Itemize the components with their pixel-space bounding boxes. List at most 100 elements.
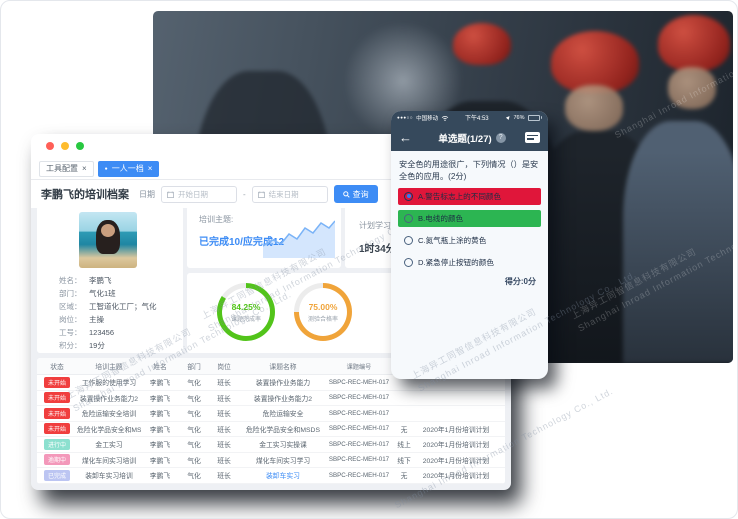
radio-icon[interactable]	[404, 213, 413, 223]
cell-name: 李鹏飞	[149, 395, 171, 403]
donut-value: 75.00%	[308, 301, 338, 312]
close-window-button[interactable]	[46, 142, 54, 150]
option-a[interactable]: A.警告标志上的不同颜色	[398, 187, 541, 205]
cell-post: 班长	[217, 457, 231, 465]
desktop-app-window: 工具配置 × ● 一人一档 × 李鹏飞的培训档案 日期 开始日期 -	[31, 134, 511, 490]
end-date-input[interactable]: 结束日期	[251, 185, 328, 203]
field-label: 岗位：	[59, 315, 82, 324]
cell-topic: 装置操作业务能力2	[79, 395, 139, 403]
table-header-row: 状态 培训主题 姓名 部门 岗位 课题名称 课题编号	[37, 358, 505, 375]
cell-course: 煤化车间实习学习	[255, 457, 311, 465]
cell-post: 班长	[217, 473, 231, 481]
field-label: 姓名：	[59, 276, 82, 285]
option-d[interactable]: D.紧急停止按钮的颜色	[398, 254, 541, 271]
donut-label: 测验合格率	[307, 316, 338, 323]
cell-plan: 2020年1月份培训计划	[422, 442, 490, 450]
help-icon[interactable]: ?	[495, 132, 506, 143]
cell-code: SBPC-REC-MEH-017	[328, 425, 390, 433]
start-date-input[interactable]: 开始日期	[161, 185, 237, 203]
cell-dept: 气化	[187, 426, 201, 434]
signal-strength-icon: ●●●○○	[397, 115, 414, 120]
radio-icon[interactable]	[404, 235, 413, 245]
tab-label: 一人一档	[111, 164, 144, 173]
cell-post: 班长	[217, 426, 231, 434]
close-tab-icon[interactable]: ×	[82, 164, 87, 173]
table-row[interactable]: 已完成 装卸车实习培训 李鹏飞 气化 班长 装卸车实习 SBPC-REC-MEH…	[37, 468, 505, 484]
table-row[interactable]: 未开始 装置操作业务能力2 李鹏飞 气化 班长 装置操作业务能力2 SBPC-R…	[37, 391, 505, 406]
cell-post: 班长	[217, 411, 231, 419]
option-b[interactable]: B.电线的颜色	[398, 209, 541, 227]
table-row[interactable]: 未开始 工作服的使用学习 李鹏飞 气化 班长 装置操作业务能力 SBPC-REC…	[37, 375, 505, 391]
cell-dept: 气化	[187, 442, 201, 450]
cell-topic: 装卸车实习培训	[85, 473, 133, 481]
cell-name: 李鹏飞	[149, 442, 171, 450]
score-text: 得分:0分	[504, 276, 536, 286]
table-row[interactable]: 未开始 危险化学品安全和MSDS 李鹏飞 气化 班长 危险化学品安全和MSDS …	[37, 422, 505, 437]
option-label: C.氮气瓶上涂的黄色	[418, 235, 487, 245]
answer-sheet-icon[interactable]	[525, 132, 540, 143]
tab-tool-config[interactable]: 工具配置 ×	[39, 160, 94, 177]
cell-action-link[interactable]: 查看	[495, 424, 505, 434]
cell-mode: 无	[400, 426, 408, 434]
field-label: 工号：	[59, 328, 82, 337]
field-label: 部门：	[59, 289, 82, 298]
page-title: 李鹏飞的培训档案	[41, 189, 129, 201]
donut-label: 课题完成率	[230, 316, 261, 323]
cell-dept: 气化	[187, 380, 201, 388]
table-row[interactable]: 未开始 危险运输安全培训 李鹏飞 气化 班长 危险运输安全 SBPC-REC-M…	[37, 406, 505, 422]
field-label: 积分：	[59, 341, 82, 350]
cell-action-link[interactable]: 取消	[495, 455, 505, 465]
cell-action-link[interactable]: 取消	[495, 439, 505, 449]
field-value: 123456	[89, 328, 115, 337]
profile-field: 工号： 123456	[37, 326, 183, 339]
location-arrow-icon: ▲	[503, 113, 512, 122]
radio-selected-icon[interactable]	[404, 191, 413, 201]
field-value: 李鹏飞	[89, 276, 112, 285]
search-icon	[342, 190, 350, 198]
search-button[interactable]: 查询	[333, 185, 378, 203]
cell-code: SBPC-REC-MEH-017	[328, 440, 390, 448]
question-progress-title: 单选题(1/27)	[438, 133, 492, 145]
close-tab-icon[interactable]: ×	[147, 164, 153, 173]
field-value: 主操	[89, 315, 104, 324]
course-completion-donut: 84.25% 课题完成率	[217, 283, 275, 341]
maximize-window-button[interactable]	[76, 142, 84, 150]
cell-code: SBPC-REC-MEH-017	[328, 409, 390, 417]
cell-course: 装置操作业务能力	[255, 380, 311, 388]
donut-value: 84.25%	[231, 301, 261, 312]
status-badge: 未开始	[44, 376, 70, 388]
cell-topic: 煤化车间实习培训	[81, 457, 137, 465]
cell-topic: 危险运输安全培训	[81, 411, 137, 419]
tab-label: 工具配置	[46, 164, 78, 173]
phone-mockup: ●●●○○ 中国移动 下午4:53 ▲ 76% ← 单选题(1/27) ? 安全…	[391, 111, 548, 379]
radio-icon[interactable]	[404, 257, 413, 267]
col-topic: 培训主题	[95, 364, 123, 371]
search-button-label: 查询	[352, 189, 369, 199]
tab-one-person-one-file[interactable]: ● 一人一档 ×	[97, 160, 160, 177]
cell-name: 李鹏飞	[149, 411, 171, 419]
field-value: 气化1班	[89, 289, 116, 298]
cell-dept: 气化	[187, 395, 201, 403]
back-arrow-icon[interactable]: ←	[399, 130, 412, 145]
clock-time: 下午4:53	[464, 116, 489, 122]
duration-label: 计划学习时长	[359, 221, 407, 230]
minimize-window-button[interactable]	[61, 142, 69, 150]
col-code: 课题编号	[346, 363, 372, 371]
table-row[interactable]: 逾期中 煤化车间实习培训 李鹏飞 气化 班长 煤化车间实习学习 SBPC-REC…	[37, 453, 505, 468]
cell-code: SBPC-REC-MEH-017	[328, 471, 390, 479]
table-row[interactable]: 进行中 金工实习 李鹏飞 气化 班长 金工实习实操课 SBPC-REC-MEH-…	[37, 437, 505, 453]
cell-action-link[interactable]: 取消	[495, 470, 505, 480]
option-label: A.警告标志上的不同颜色	[418, 191, 502, 201]
cell-code: SBPC-REC-MEH-017	[328, 378, 390, 386]
option-c[interactable]: C.氮气瓶上涂的黄色	[398, 232, 541, 249]
cell-course: 金工实习实操课	[259, 442, 307, 450]
calendar-icon	[167, 190, 174, 198]
profile-card: 姓名： 李鹏飞 部门： 气化1班 区域： 工智道化工厂；气化 岗位： 主操 工号： 123…	[37, 206, 183, 353]
status-badge: 未开始	[44, 423, 70, 435]
cell-course: 装置操作业务能力2	[253, 395, 313, 403]
option-label: D.紧急停止按钮的颜色	[418, 257, 494, 267]
cell-course: 危险化学品安全和MSDS	[245, 426, 320, 434]
cell-course-link[interactable]: 装卸车实习	[266, 473, 300, 481]
col-status: 状态	[50, 364, 64, 371]
